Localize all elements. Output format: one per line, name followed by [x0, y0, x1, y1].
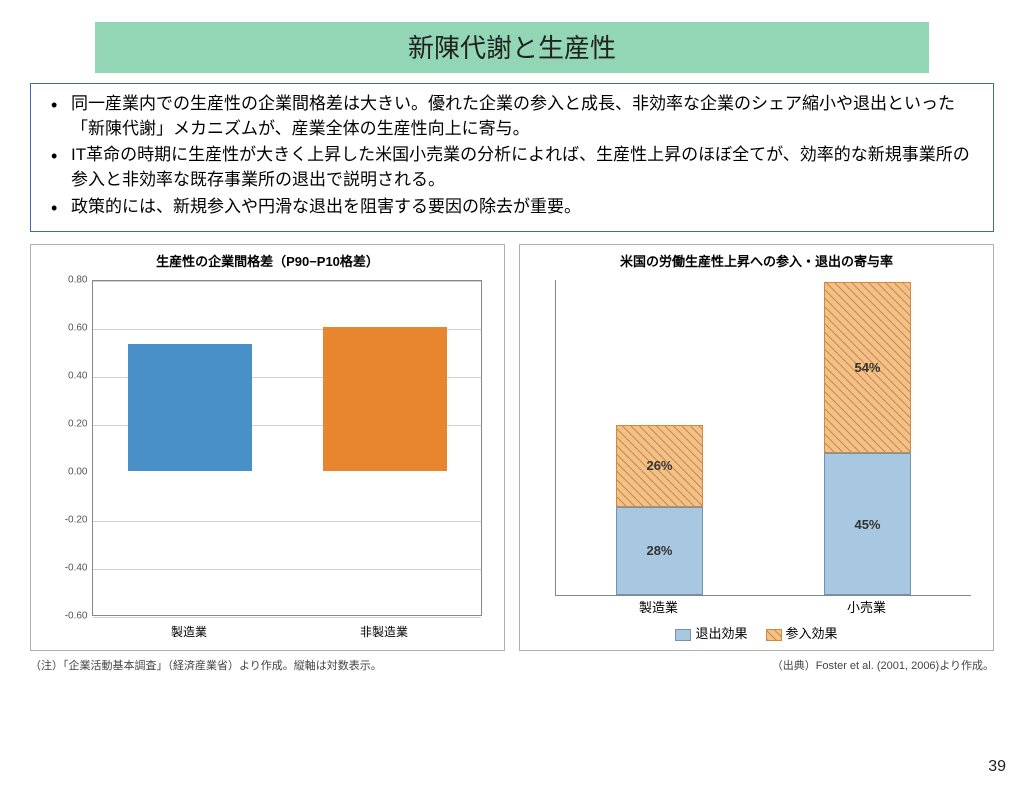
segment-entry: 54% [824, 282, 911, 453]
page-number: 39 [988, 758, 1006, 776]
legend-label: 退出効果 [695, 626, 747, 641]
stack-小売業: 54%45% [824, 282, 911, 595]
y-tick-label: 0.00 [48, 467, 88, 478]
right-chart-title: 米国の労働生産性上昇への参入・退出の寄与率 [528, 251, 985, 270]
x-label: 非製造業 [360, 623, 408, 640]
grid-line [93, 521, 481, 522]
stack-製造業: 26%28% [616, 425, 703, 596]
x-label: 小売業 [847, 597, 886, 616]
segment-exit: 28% [616, 507, 703, 595]
left-chart-plot [92, 280, 482, 616]
grid-line [93, 281, 481, 282]
bar-製造業 [128, 344, 253, 471]
legend-item: 退出効果 [675, 623, 747, 642]
y-tick-label: -0.40 [48, 563, 88, 574]
left-chart: -0.60 -0.40 -0.20 0.00 0.20 0.40 0.60 0.80 製造業 非製… [48, 274, 488, 644]
left-note: （注）「企業活動基本調査」（経済産業省）より作成。縦軸は対数表示。 [30, 657, 382, 673]
y-tick-label: -0.60 [48, 611, 88, 622]
x-label: 製造業 [639, 597, 678, 616]
right-chart-panel: 米国の労働生産性上昇への参入・退出の寄与率 26%28% 54%45% 製造業 小売業… [519, 244, 994, 651]
right-chart: 26%28% 54%45% 製造業 小売業退出効果 参入効果 [537, 274, 977, 644]
right-chart-plot: 26%28% 54%45% [555, 280, 971, 596]
y-tick-label: 0.40 [48, 371, 88, 382]
summary-list: 同一産業内での生産性の企業間格差は大きい。優れた企業の参入と成長、非効率な企業の… [45, 92, 979, 219]
charts-row: 生産性の企業間格差（P90−P10格差） -0.60 -0.40 -0.20 0.00… [30, 244, 994, 651]
legend-item: 参入効果 [766, 623, 838, 642]
legend: 退出効果 参入効果 [537, 623, 977, 642]
grid-line [93, 617, 481, 618]
bullet-item: 政策的には、新規参入や円滑な退出を阻害する要因の除去が重要。 [45, 195, 979, 220]
left-chart-panel: 生産性の企業間格差（P90−P10格差） -0.60 -0.40 -0.20 0.00… [30, 244, 505, 651]
x-label: 製造業 [171, 623, 207, 640]
page-title: 新陳代謝と生産性 [95, 22, 929, 73]
bullet-item: 同一産業内での生産性の企業間格差は大きい。優れた企業の参入と成長、非効率な企業の… [45, 92, 979, 141]
zero-line [93, 473, 481, 475]
segment-entry: 26% [616, 425, 703, 507]
grid-line [93, 569, 481, 570]
y-tick-label: -0.20 [48, 515, 88, 526]
legend-swatch [766, 629, 782, 641]
y-tick-label: 0.80 [48, 275, 88, 286]
bar-非製造業 [323, 327, 448, 471]
footnotes: （注）「企業活動基本調査」（経済産業省）より作成。縦軸は対数表示。 （出典）Fo… [30, 657, 994, 673]
legend-swatch [675, 629, 691, 641]
y-tick-label: 0.20 [48, 419, 88, 430]
bullet-item: IT革命の時期に生産性が大きく上昇した米国小売業の分析によれば、生産性上昇のほぼ… [45, 143, 979, 192]
left-chart-title: 生産性の企業間格差（P90−P10格差） [39, 251, 496, 270]
summary-box: 同一産業内での生産性の企業間格差は大きい。優れた企業の参入と成長、非効率な企業の… [30, 83, 994, 232]
legend-label: 参入効果 [786, 626, 838, 641]
y-tick-label: 0.60 [48, 323, 88, 334]
right-note: （出典）Foster et al. (2001, 2006)より作成。 [772, 657, 994, 673]
segment-exit: 45% [824, 453, 911, 595]
